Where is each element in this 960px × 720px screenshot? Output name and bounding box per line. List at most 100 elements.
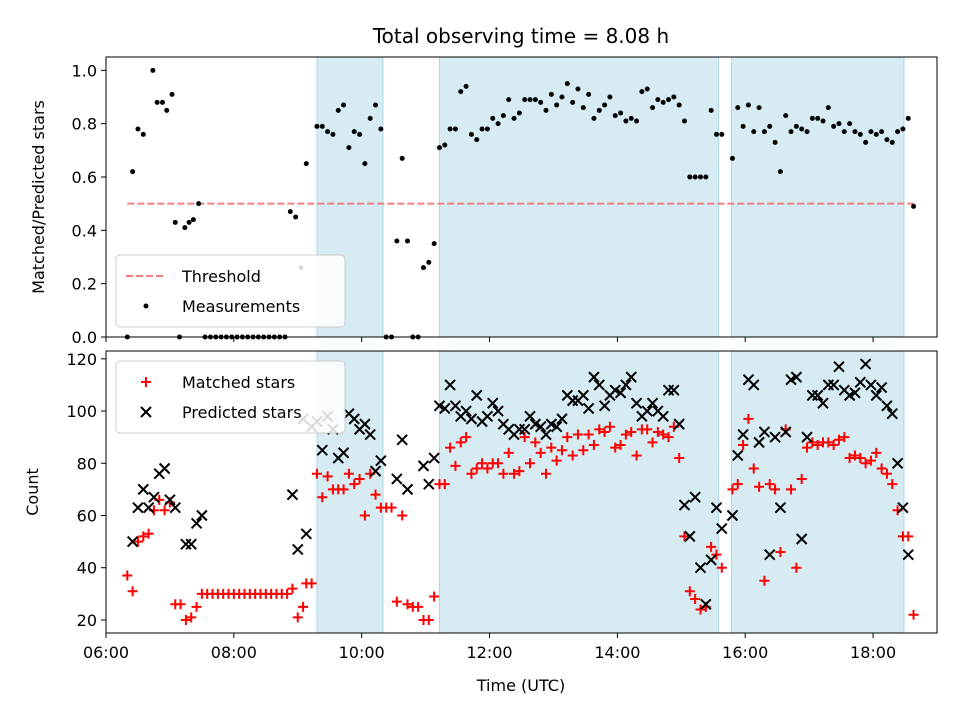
data-point	[602, 102, 608, 108]
data-point	[780, 426, 792, 438]
axes-frame	[105, 56, 938, 338]
data-point	[697, 174, 703, 180]
data-point	[442, 142, 448, 148]
data-point	[551, 455, 562, 466]
data-point	[428, 452, 440, 464]
data-point	[753, 436, 765, 449]
data-point	[823, 437, 834, 448]
data-point	[577, 389, 589, 402]
data-point	[578, 445, 589, 456]
data-point	[849, 450, 860, 461]
data-point	[311, 468, 322, 479]
data-point	[575, 86, 581, 92]
data-point	[186, 612, 197, 623]
data-point	[190, 517, 203, 530]
data-point	[570, 99, 576, 105]
data-point	[817, 397, 829, 409]
data-point	[397, 510, 408, 521]
data-point	[367, 115, 373, 121]
data-point	[293, 214, 299, 220]
data-point	[855, 453, 866, 464]
data-point	[726, 509, 739, 522]
data-point	[905, 115, 911, 121]
data-point	[694, 562, 707, 574]
data-point	[815, 115, 821, 121]
data-point	[500, 113, 506, 119]
data-point	[833, 434, 844, 445]
data-point	[700, 598, 712, 610]
legend-marker	[141, 377, 151, 387]
data-point	[543, 107, 549, 113]
data-point	[580, 105, 586, 111]
data-point	[391, 596, 402, 607]
data-point	[641, 405, 653, 417]
data-point	[359, 418, 371, 430]
data-point	[396, 434, 408, 446]
data-point	[612, 113, 618, 119]
data-point	[689, 491, 701, 503]
data-point	[468, 131, 474, 137]
y-tick-label: 80	[77, 454, 97, 473]
y-tick-label: 0.2	[72, 275, 97, 294]
data-point	[897, 501, 909, 514]
data-point	[687, 174, 693, 180]
data-point	[839, 432, 850, 443]
data-point	[436, 145, 442, 151]
data-point	[658, 429, 669, 440]
data-point	[506, 97, 512, 103]
data-point	[292, 543, 304, 556]
shaded-interval	[730, 350, 905, 634]
data-point	[369, 465, 382, 477]
bottom-y-axis-label: Count	[23, 468, 42, 516]
data-point	[673, 418, 685, 430]
data-point	[138, 531, 149, 542]
data-point	[164, 107, 170, 113]
data-point	[841, 129, 847, 135]
data-point	[130, 169, 136, 175]
data-point	[836, 121, 842, 127]
data-point	[487, 397, 499, 409]
data-point	[748, 463, 759, 474]
data-point	[748, 379, 760, 391]
data-point	[863, 139, 869, 145]
data-point	[460, 405, 472, 417]
data-point	[405, 238, 411, 244]
y-tick-label: 0.4	[72, 221, 97, 240]
data-point	[180, 614, 191, 625]
data-point	[828, 440, 839, 450]
data-point	[727, 484, 738, 495]
data-point	[287, 209, 293, 215]
data-point	[754, 481, 765, 492]
legend-label: Predicted stars	[182, 403, 302, 422]
data-point	[370, 489, 381, 500]
data-point	[458, 89, 464, 95]
data-point	[154, 99, 160, 105]
data-point	[484, 126, 490, 132]
data-point	[132, 536, 143, 547]
data-point	[847, 121, 853, 127]
data-point	[298, 601, 309, 612]
data-point	[175, 599, 186, 610]
data-point	[420, 265, 426, 271]
data-point	[169, 501, 181, 514]
data-point	[349, 479, 360, 490]
data-point	[514, 466, 525, 477]
data-point	[541, 468, 552, 479]
data-point	[626, 426, 637, 437]
data-point	[891, 457, 904, 469]
x-tick-label: 08:00	[211, 643, 257, 662]
data-point	[126, 535, 139, 548]
data-point	[417, 460, 430, 472]
y-tick-label: 0.6	[72, 168, 97, 187]
data-point	[831, 123, 837, 129]
data-point	[802, 442, 813, 453]
data-point	[164, 494, 176, 506]
data-point	[535, 447, 546, 458]
legend-marker	[143, 303, 149, 309]
axes-frame	[105, 350, 938, 634]
legend-label: Threshold	[181, 267, 261, 286]
data-point	[881, 468, 892, 479]
data-point	[764, 479, 775, 490]
legend-label: Matched stars	[182, 373, 295, 392]
